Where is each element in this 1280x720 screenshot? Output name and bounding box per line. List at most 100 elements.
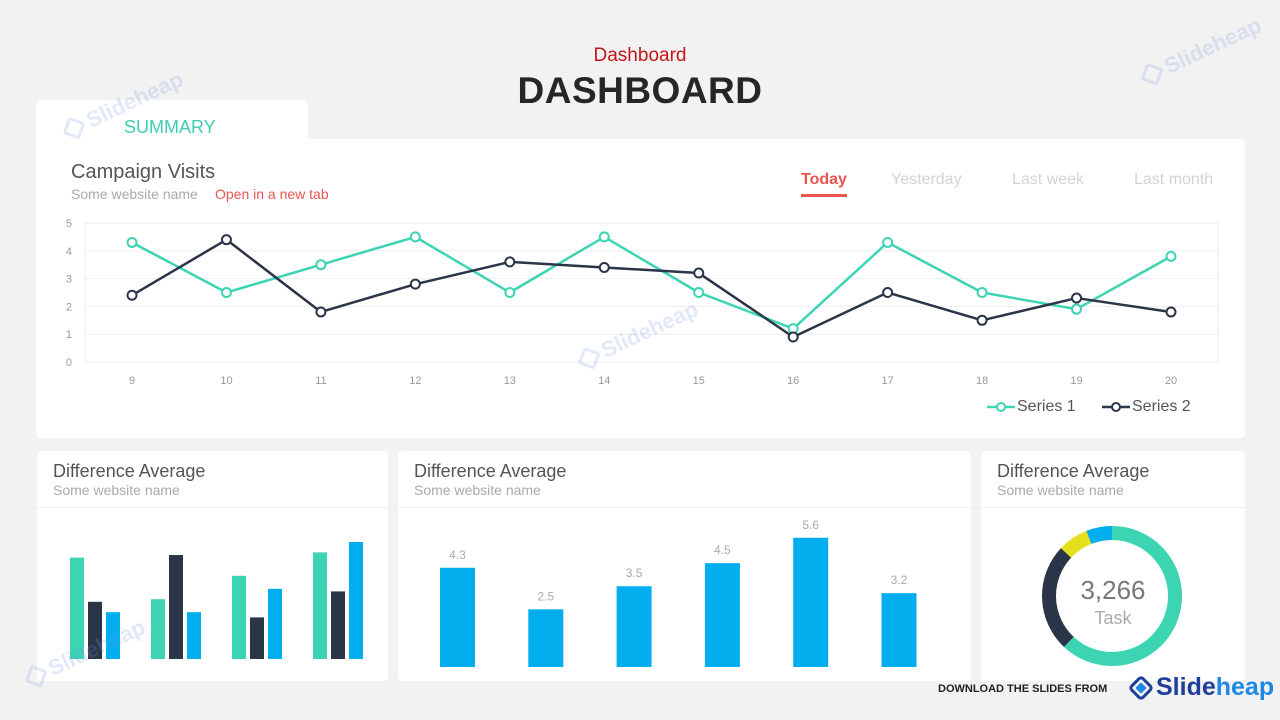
tab-today[interactable]: Today (801, 171, 847, 188)
series-1-point (126, 236, 138, 248)
tab-yesterday[interactable]: Yesterday (891, 171, 962, 188)
series-1-point (693, 287, 705, 298)
grouped-bar (331, 591, 345, 659)
y-tick-label: 3 (66, 274, 72, 286)
watermark-icon (24, 664, 48, 688)
x-tick-label: 19 (1070, 375, 1082, 387)
bar-value-label: 4.5 (714, 543, 731, 557)
bar (440, 567, 475, 667)
bar-chart: 4.3 2.5 3.5 4.5 5.6 3.2 (440, 518, 917, 667)
grouped-bar (349, 542, 363, 659)
panel-right-divider (981, 507, 1245, 508)
tab-last-week[interactable]: Last week (1012, 171, 1085, 188)
grouped-bar (268, 588, 282, 659)
x-tick-label: 18 (976, 375, 988, 387)
y-tick-label: 1 (66, 329, 72, 341)
campaign-title: Campaign Visits (71, 161, 216, 183)
bar (881, 593, 917, 667)
grouped-bar (250, 617, 264, 659)
slideheap-logo[interactable]: Slide heap (1128, 673, 1274, 702)
x-tick-label: 20 (1165, 375, 1177, 387)
series-2-point (504, 256, 516, 268)
series-2-point (882, 287, 894, 298)
y-tick-label: 5 (66, 218, 72, 230)
panel-middle-divider (398, 507, 971, 508)
x-tick-label: 17 (882, 375, 894, 387)
bar-value-label: 5.6 (802, 518, 819, 532)
donut-slice (1086, 526, 1113, 545)
series-2-point (787, 331, 799, 343)
series-1-point (315, 259, 327, 271)
header-subtitle: Dashboard (593, 45, 687, 66)
legend-series-2[interactable]: Series 2 (1102, 398, 1191, 416)
tab-last-month[interactable]: Last month (1134, 171, 1214, 188)
grouped-bar (70, 557, 84, 659)
panel-middle-title: Difference Average (414, 461, 567, 481)
grouped-bar (151, 599, 165, 659)
donut-slice (1060, 530, 1092, 558)
x-tick-label: 12 (409, 375, 421, 387)
grouped-bar (106, 612, 120, 659)
panel-left-divider (37, 507, 388, 508)
series-2-point (1165, 306, 1177, 318)
x-tick-label: 16 (787, 375, 799, 387)
series-2-point (409, 278, 421, 290)
series-1-point (1071, 303, 1083, 315)
footer-download-text: DOWNLOAD THE SLIDES FROM (938, 683, 1108, 695)
series-1-line (131, 235, 1172, 330)
x-tick-label: 10 (220, 375, 232, 387)
grouped-bar (232, 575, 246, 659)
x-tick-label: 11 (315, 375, 326, 387)
donut-slice (1042, 548, 1074, 648)
series-2-point (220, 234, 232, 246)
donut-center-label: Task (1094, 608, 1132, 628)
grouped-bar (187, 612, 201, 659)
grouped-bar (313, 552, 327, 659)
slideheap-logo-icon (1129, 675, 1153, 700)
summary-tab[interactable]: SUMMARY (36, 100, 308, 144)
y-tick-label: 0 (66, 357, 72, 369)
donut-center-value: 3,266 (1080, 575, 1146, 605)
x-tick-label: 14 (598, 375, 610, 387)
series-1-point (220, 287, 232, 298)
series-2-point (598, 261, 610, 273)
series-2-point (976, 314, 988, 326)
active-tab-indicator (801, 194, 847, 197)
panel-right-subtitle: Some website name (997, 482, 1124, 498)
series-2-point (693, 267, 705, 279)
x-tick-label: 15 (693, 375, 705, 387)
logo-text-slide: Slide (1156, 673, 1216, 701)
grouped-bar (88, 601, 102, 659)
panel-left-subtitle: Some website name (53, 482, 180, 498)
series-1-point (409, 231, 421, 243)
series-2-line (131, 238, 1172, 339)
series-1-point (1165, 250, 1177, 262)
grouped-bar (169, 555, 183, 659)
series-2-point (315, 306, 327, 318)
panel-middle-subtitle: Some website name (414, 482, 541, 498)
legend-series-1-label: Series 1 (1017, 398, 1076, 415)
legend-series-2-label: Series 2 (1132, 398, 1191, 415)
bar (616, 586, 652, 667)
legend-series-1[interactable]: Series 1 (987, 398, 1076, 416)
y-tick-label: 2 (66, 301, 72, 313)
legend-series-1-marker (987, 402, 1015, 412)
legend-series-2-marker (1102, 402, 1130, 412)
series-1-point (504, 287, 516, 298)
page-title: DASHBOARD (517, 70, 763, 111)
bar-value-label: 2.5 (537, 589, 554, 603)
x-tick-label: 13 (504, 375, 516, 387)
x-tick-label: 9 (129, 375, 135, 387)
grouped-bar-chart (70, 542, 363, 659)
bar-value-label: 3.5 (626, 566, 643, 580)
campaign-visits-panel: Campaign Visits Some website name Open i… (36, 139, 1245, 438)
open-new-tab-link[interactable]: Open in a new tab (215, 186, 329, 202)
donut-slice (1064, 526, 1182, 666)
series-2-point (126, 289, 138, 301)
panel-left-title: Difference Average (53, 461, 206, 481)
campaign-subtitle: Some website name (71, 186, 198, 202)
logo-text-heap: heap (1215, 673, 1275, 701)
series-1-point (598, 231, 610, 243)
bar-value-label: 4.3 (449, 548, 466, 562)
bar (528, 609, 564, 667)
